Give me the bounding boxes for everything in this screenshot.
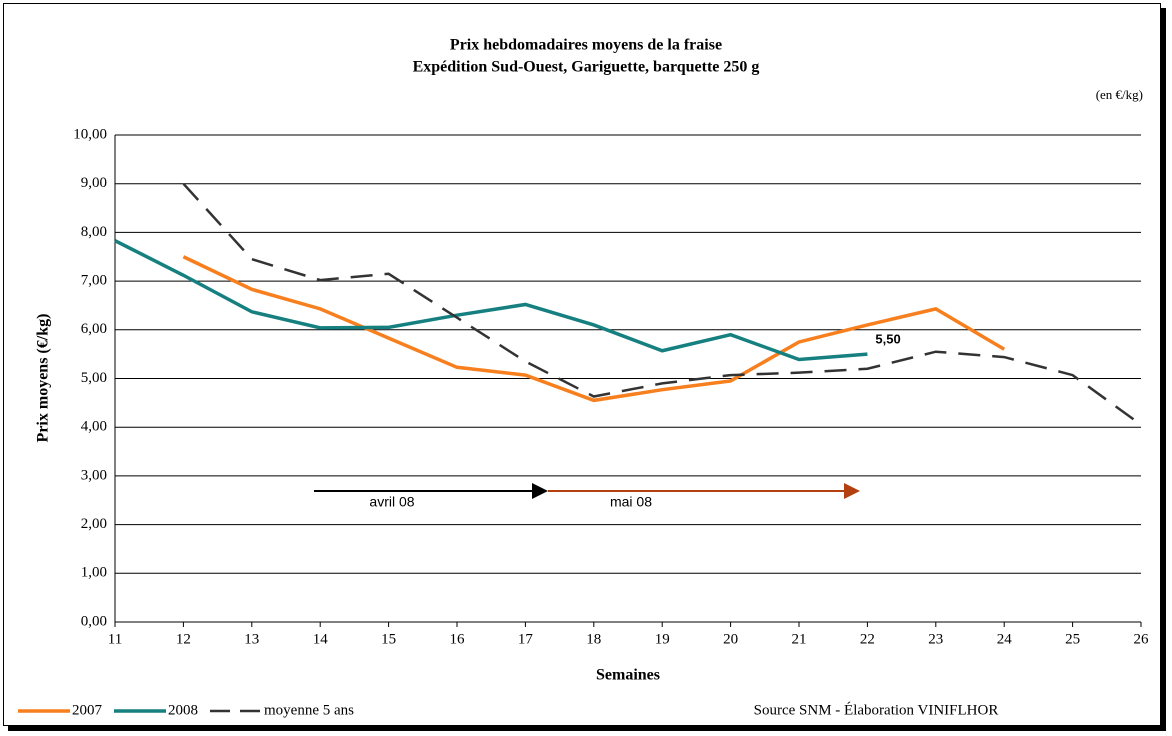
legend-label: 2008 bbox=[168, 702, 198, 718]
annotation: avril 08 bbox=[369, 494, 414, 510]
x-tick-label: 16 bbox=[450, 631, 466, 647]
x-tick-label: 11 bbox=[108, 631, 122, 647]
x-tick-label: 25 bbox=[1065, 631, 1080, 647]
x-tick-label: 26 bbox=[1134, 631, 1150, 647]
y-tick-label: 4,00 bbox=[81, 419, 107, 435]
y-tick-label: 1,00 bbox=[81, 565, 107, 581]
y-tick-label: 2,00 bbox=[81, 516, 107, 532]
x-tick-label: 18 bbox=[586, 631, 601, 647]
x-tick-label: 22 bbox=[860, 631, 875, 647]
x-tick-label: 24 bbox=[997, 631, 1013, 647]
legend-label: 2007 bbox=[72, 702, 103, 718]
x-tick-label: 21 bbox=[792, 631, 807, 647]
unit-note: (en €/kg) bbox=[1096, 87, 1143, 102]
x-tick-label: 23 bbox=[928, 631, 943, 647]
y-tick-label: 10,00 bbox=[73, 126, 107, 142]
x-tick-label: 13 bbox=[244, 631, 259, 647]
y-tick-label: 9,00 bbox=[81, 175, 107, 191]
line bbox=[114, 239, 868, 362]
annotation: mai 08 bbox=[610, 494, 652, 510]
y-tick-label: 8,00 bbox=[81, 224, 107, 240]
x-tick-label: 20 bbox=[723, 631, 738, 647]
x-axis-title: Semaines bbox=[596, 667, 660, 684]
chart-title: Prix hebdomadaires moyens de la fraise bbox=[450, 37, 722, 54]
legend-label: moyenne 5 ans bbox=[264, 702, 354, 718]
data-label: 5,50 bbox=[875, 332, 900, 347]
x-tick-label: 17 bbox=[518, 631, 534, 647]
y-tick-label: 3,00 bbox=[81, 467, 107, 483]
x-tick-label: 12 bbox=[176, 631, 191, 647]
line bbox=[182, 182, 1142, 426]
y-tick-label: 5,00 bbox=[81, 370, 107, 386]
x-tick-label: 19 bbox=[655, 631, 670, 647]
y-axis-title: Prix moyens (€/kg) bbox=[35, 314, 52, 443]
y-tick-label: 0,00 bbox=[81, 613, 107, 629]
x-tick-label: 14 bbox=[313, 631, 329, 647]
chart-subtitle: Expédition Sud-Ouest, Gariguette, barque… bbox=[413, 59, 760, 76]
line bbox=[182, 255, 1006, 403]
source: Source SNM - Élaboration VINIFLHOR bbox=[754, 701, 999, 718]
y-tick-label: 7,00 bbox=[81, 273, 107, 289]
frame bbox=[3, 3, 1161, 726]
x-tick-label: 15 bbox=[381, 631, 396, 647]
y-tick-label: 6,00 bbox=[81, 321, 107, 337]
